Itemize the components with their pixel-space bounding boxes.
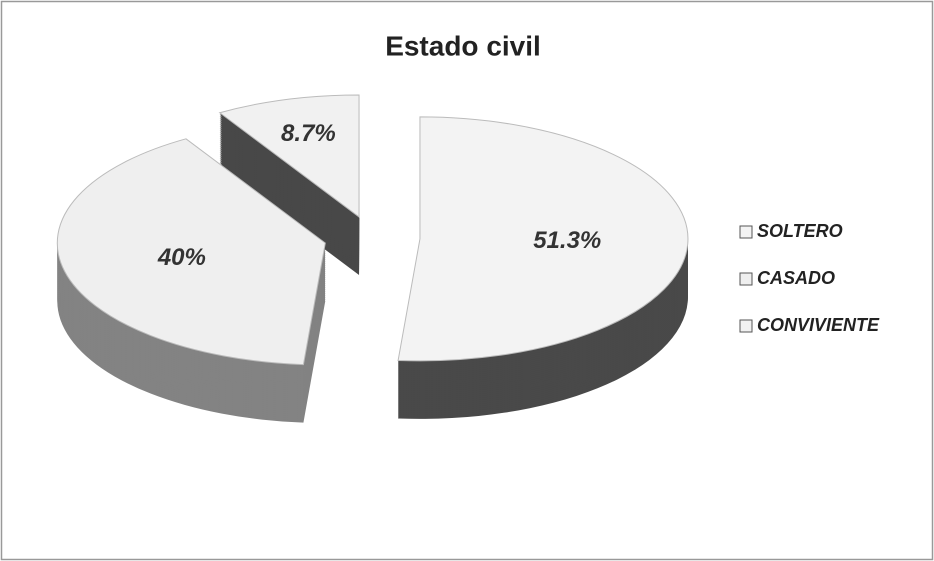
- slice: [56, 138, 326, 366]
- legend-label: SOLTERO: [757, 221, 843, 241]
- legend-marker: [739, 225, 753, 239]
- data-label: 40%: [157, 244, 206, 271]
- legend-label: CONVIVIENTE: [757, 315, 880, 335]
- data-label: 51.3%: [533, 227, 601, 254]
- legend-marker: [739, 319, 753, 333]
- slice: [218, 94, 360, 218]
- legend-marker: [739, 272, 753, 286]
- slice: [397, 116, 689, 362]
- chart-title: Estado civil: [385, 30, 541, 61]
- data-label: 8.7%: [281, 120, 336, 147]
- legend-label: CASADO: [757, 268, 835, 288]
